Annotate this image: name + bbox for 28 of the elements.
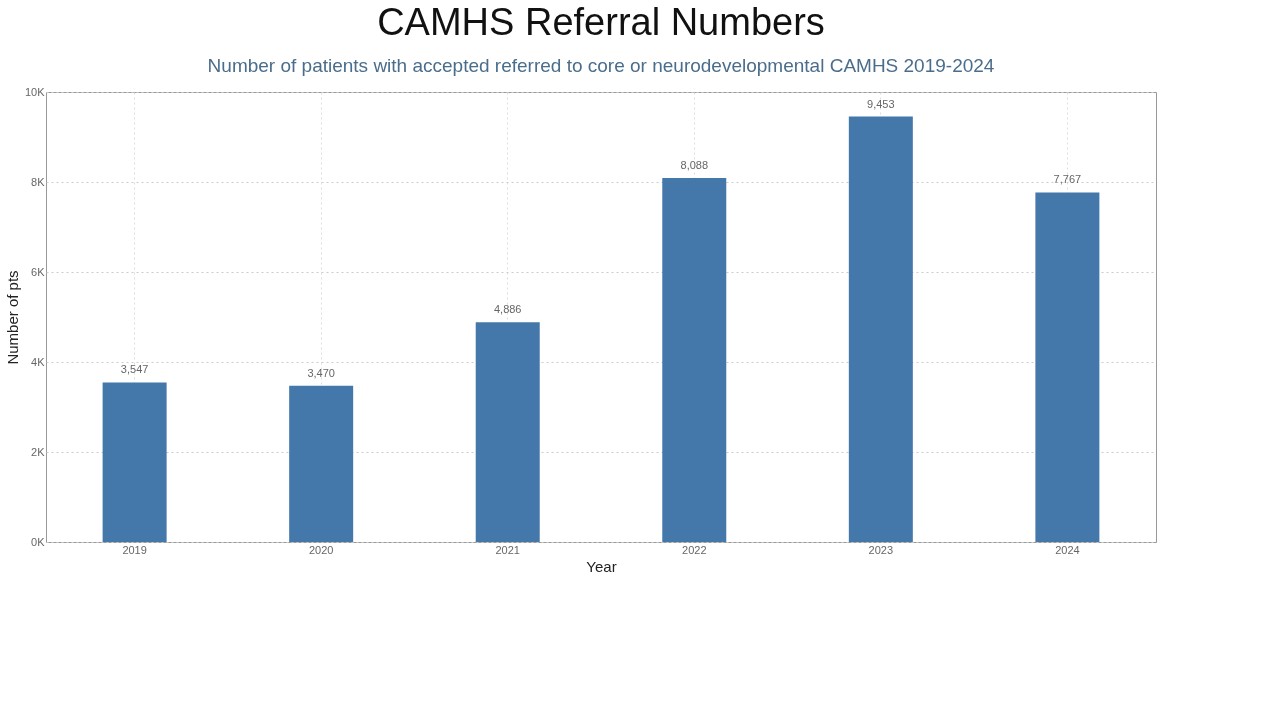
y-tick-label: 4K (31, 355, 46, 368)
data-label: 7,767 (1053, 173, 1082, 186)
x-tick-label: 2020 (308, 543, 334, 556)
x-tick-label: 2019 (122, 543, 147, 556)
y-tick-label: 0K (31, 535, 46, 548)
data-label: 3,547 (120, 363, 149, 376)
y-tick-label: 8K (31, 175, 46, 188)
data-label: 3,470 (307, 366, 335, 379)
bar (848, 116, 913, 542)
bar (102, 382, 167, 542)
y-tick-label: 2K (31, 445, 46, 458)
chart-subtitle: Number of patients with accepted referred to core or neurodevelopmental CAMHS 2019-2024 (207, 55, 995, 76)
y-axis-title: Number of pts (3, 270, 21, 365)
bar (1035, 192, 1100, 542)
x-tick-label: 2022 (682, 543, 707, 556)
data-label: 9,453 (867, 97, 895, 110)
x-axis-title: Year (586, 557, 617, 575)
x-tick-label: 2023 (868, 543, 894, 556)
y-tick-label: 10K (24, 85, 46, 98)
bar (475, 322, 540, 542)
data-label: 4,886 (493, 303, 522, 316)
y-tick-label: 6K (31, 265, 46, 278)
data-label: 8,088 (680, 159, 709, 172)
chart-title: CAMHS Referral Numbers (377, 1, 825, 43)
bar (662, 178, 727, 542)
x-tick-label: 2024 (1055, 543, 1080, 556)
bar (289, 385, 354, 542)
x-tick-label: 2021 (495, 543, 520, 556)
